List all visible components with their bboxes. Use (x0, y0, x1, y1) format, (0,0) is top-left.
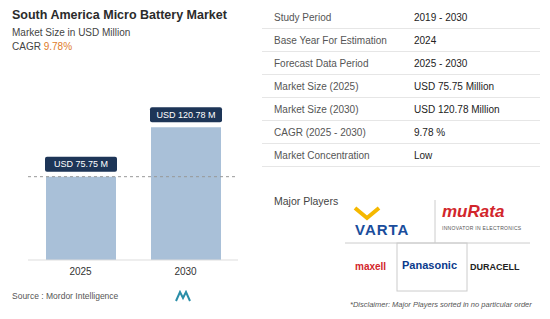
html-text:Low: Low (414, 149, 433, 161)
html-text:2019 - 2030: 2019 - 2030 (414, 11, 468, 23)
html-text:Market Size (2025): Market Size (2025) (274, 80, 359, 92)
html-text:*Disclaimer: Major Players sor: *Disclaimer: Major Players sorted in no … (350, 300, 532, 309)
svg-text:USD 75.75 M: USD 75.75 M (54, 159, 108, 169)
html-text:CAGR (2025 - 2030): CAGR (2025 - 2030) (274, 126, 366, 138)
html-text:USD 75.75 Million: USD 75.75 Million (414, 80, 494, 92)
html-text:2025 - 2030: 2025 - 2030 (414, 57, 468, 69)
html-text:Base Year For Estimation: Base Year For Estimation (274, 34, 387, 46)
html-text:USD 120.78 Million: USD 120.78 Million (414, 103, 500, 115)
html-text:Market Concentration: Market Concentration (274, 149, 370, 161)
svg-text:USD 120.78 M: USD 120.78 M (156, 110, 215, 120)
html-text:muRata: muRata (442, 202, 505, 221)
html-text:Study Period: Study Period (274, 11, 332, 23)
html-text:maxell: maxell (355, 261, 387, 272)
svg-text:2025: 2025 (69, 266, 92, 277)
html-text:Forecast Data Period: Forecast Data Period (274, 57, 369, 69)
html-text:Source : Mordor Intelligence: Source : Mordor Intelligence (12, 291, 119, 301)
html-text:INNOVATOR IN ELECTRONICS: INNOVATOR IN ELECTRONICS (442, 225, 522, 231)
html-text:VARTA: VARTA (355, 221, 410, 238)
html-text:Panasonic: Panasonic (402, 259, 457, 271)
svg-text:2030: 2030 (174, 266, 197, 277)
html-text:2024: 2024 (414, 34, 437, 46)
html-text:South America Micro Battery Ma: South America Micro Battery Market (12, 8, 227, 22)
html-text:9.78 %: 9.78 % (414, 126, 446, 138)
html-text:Major Players: Major Players (274, 195, 339, 207)
html-text:CAGR 9.78%: CAGR 9.78% (12, 41, 72, 52)
html-text:Market Size in USD Million: Market Size in USD Million (12, 27, 131, 38)
html-text:Market Size (2030): Market Size (2030) (274, 103, 359, 115)
html-text:DURACELL: DURACELL (470, 262, 520, 272)
